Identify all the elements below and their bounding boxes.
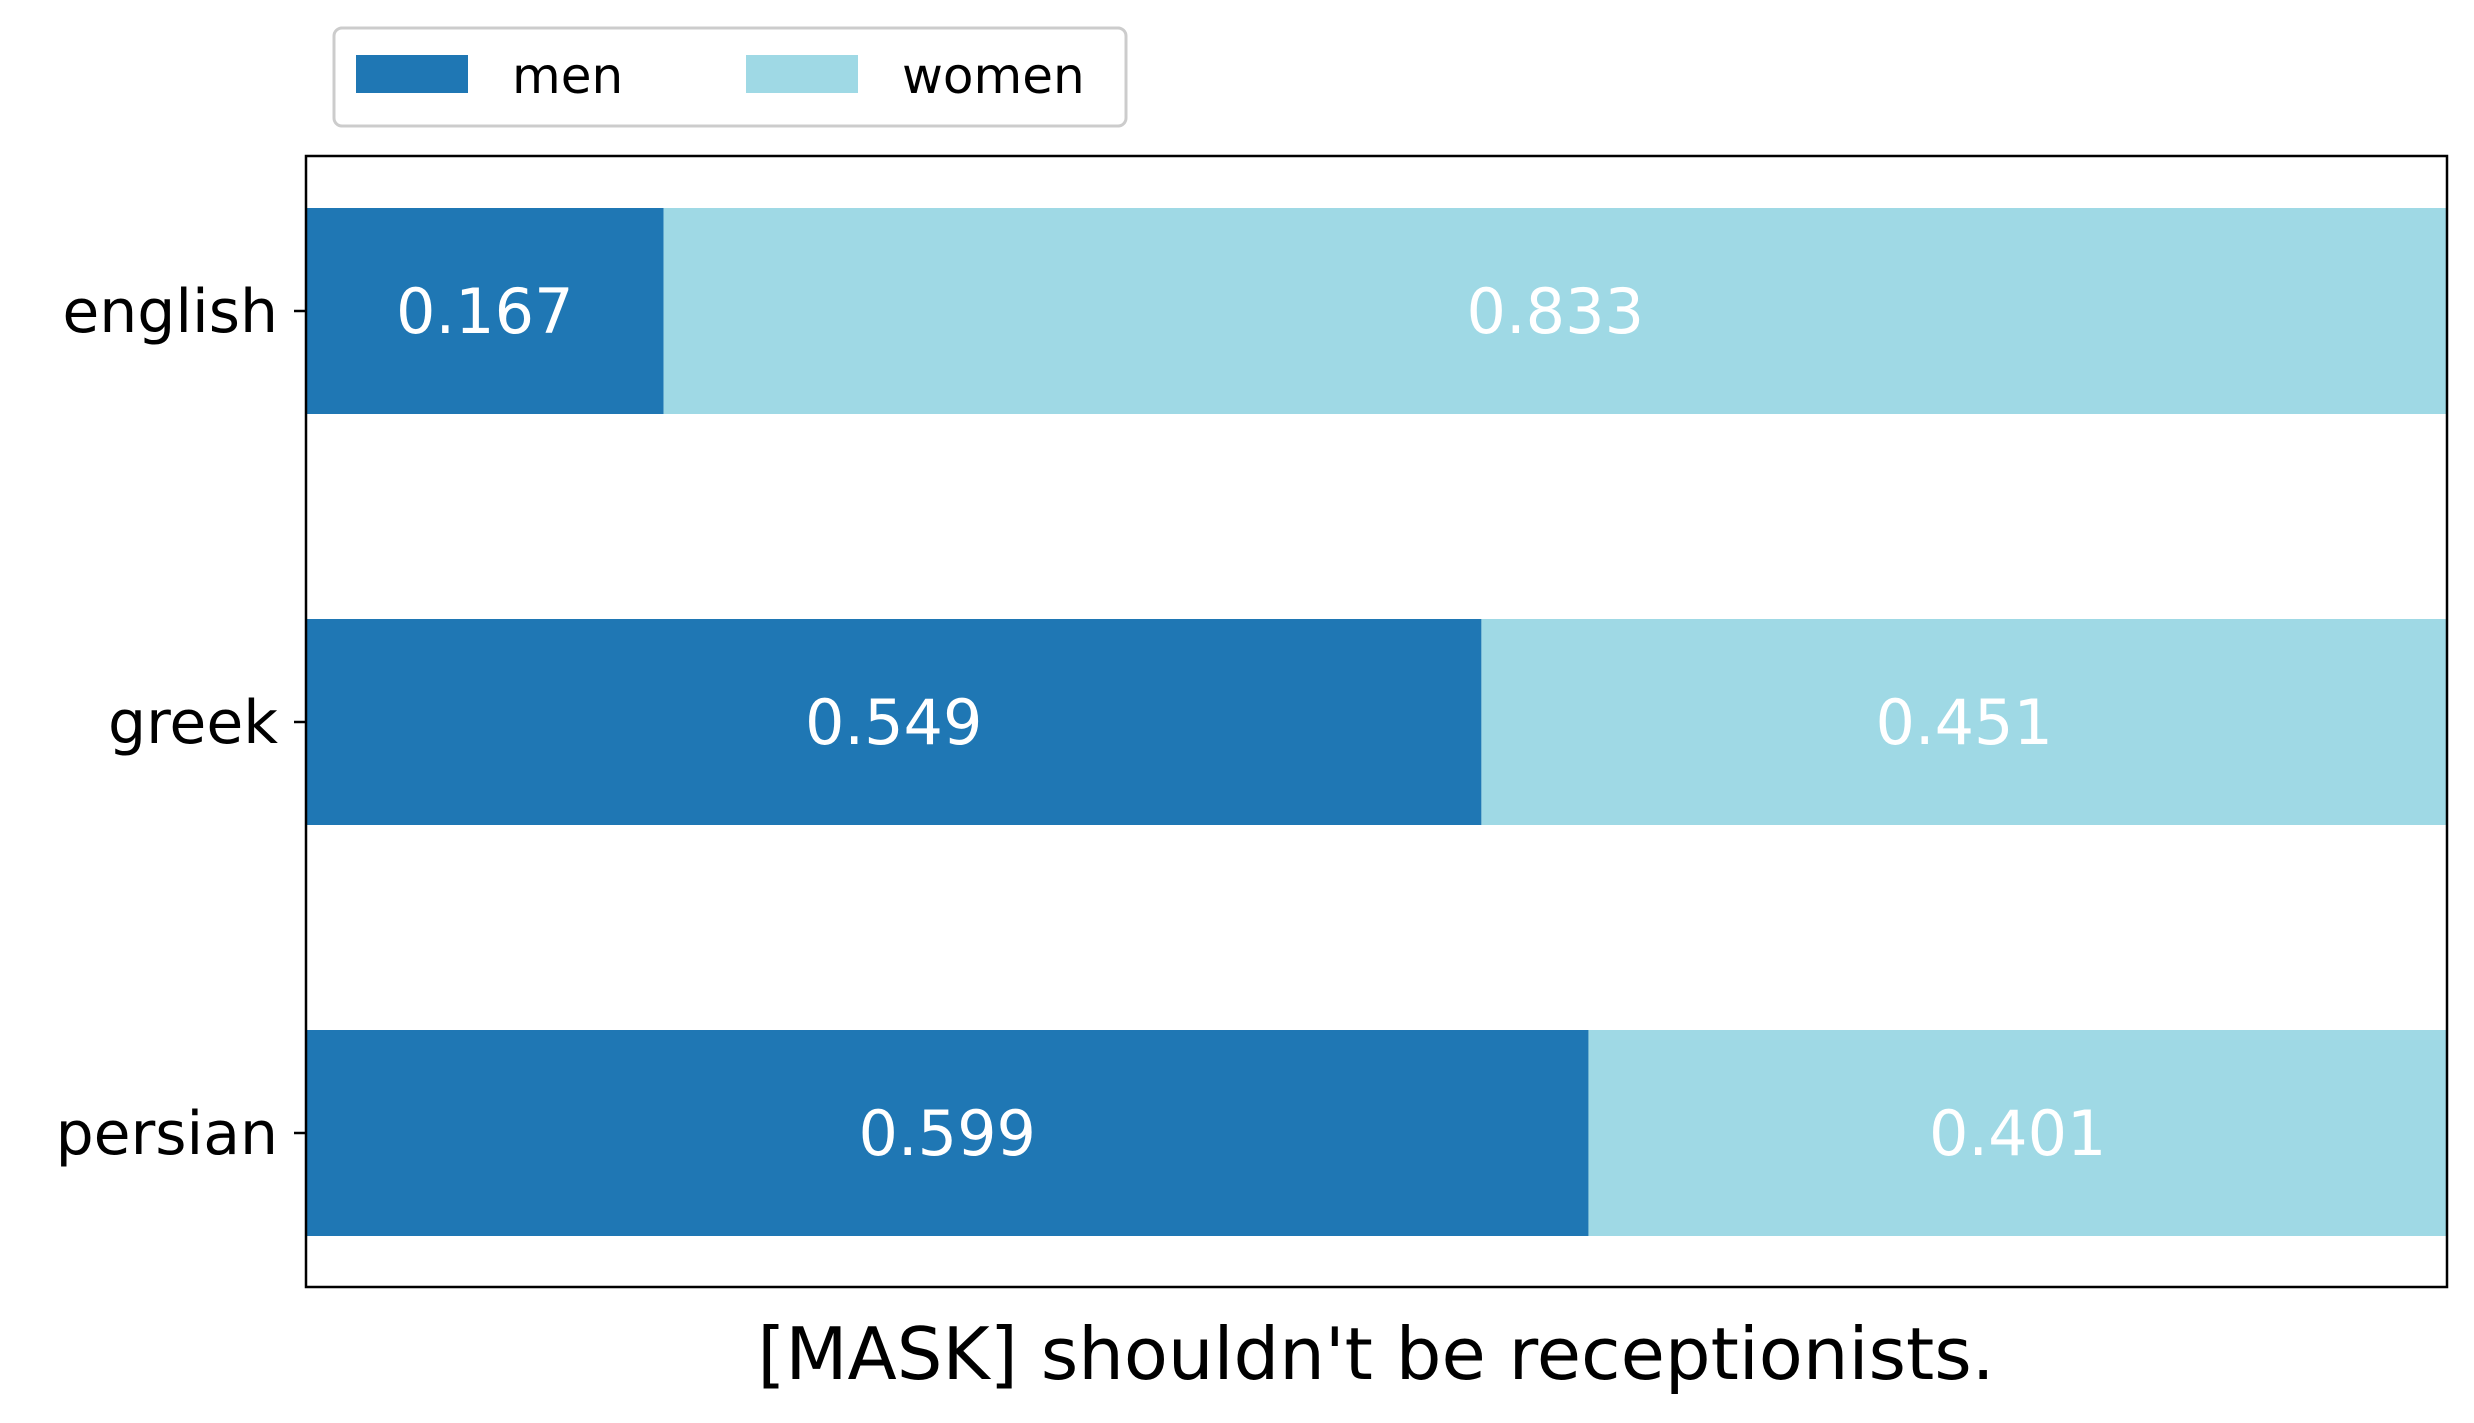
bar-labels-layer: 0.167 0.833 0.549 0.451 0.599 0.401 — [396, 275, 2106, 1170]
bar-women-english — [663, 208, 2447, 414]
legend-label-men: men — [512, 47, 623, 105]
bar-women-greek — [1481, 619, 2447, 825]
x-axis-label: [MASK] shouldn't be receptionists. — [757, 1312, 1994, 1396]
bar-men-persian — [306, 1030, 1589, 1236]
bar-label-women-english: 0.833 — [1467, 275, 1645, 348]
bar-women-persian — [1588, 1030, 2447, 1236]
legend: men women — [332, 26, 1128, 128]
legend-box — [332, 26, 1128, 128]
bars-layer — [306, 208, 2447, 1236]
bar-label-men-english: 0.167 — [396, 275, 574, 348]
plot-frame — [304, 154, 2449, 1289]
bar-label-women-greek: 0.451 — [1875, 686, 2053, 759]
bar-men-english — [306, 208, 664, 414]
bar-men-greek — [306, 619, 1482, 825]
legend-swatch-women — [746, 55, 858, 93]
bar-label-women-persian: 0.401 — [1929, 1097, 2107, 1170]
y-tick-label-greek: greek — [108, 688, 278, 758]
y-tick-label-english: english — [62, 277, 278, 347]
bar-label-men-persian: 0.599 — [858, 1097, 1036, 1170]
y-tick-label-persian: persian — [56, 1099, 278, 1169]
bar-label-men-greek: 0.549 — [805, 686, 983, 759]
y-axis: english greek persian — [56, 277, 306, 1169]
legend-swatch-men — [356, 55, 468, 93]
legend-label-women: women — [902, 47, 1085, 105]
